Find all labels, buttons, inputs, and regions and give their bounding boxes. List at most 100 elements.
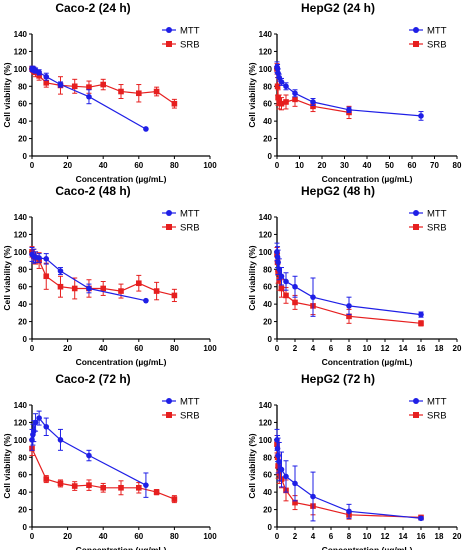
data-point: [153, 288, 160, 294]
x-tick-label: 30: [340, 161, 349, 170]
x-tick-label: 2: [293, 344, 298, 353]
x-tick-label: 80: [453, 161, 462, 170]
y-tick-label: 120: [259, 47, 273, 56]
data-point: [275, 94, 281, 101]
data-point: [100, 484, 106, 491]
legend-label: SRB: [427, 411, 447, 422]
data-point: [275, 259, 281, 266]
x-tick-label: 100: [203, 532, 217, 541]
x-tick-label: 0: [275, 532, 280, 541]
series-line: [31, 448, 175, 500]
data-point: [153, 88, 160, 95]
y-tick-label: 60: [18, 283, 27, 292]
y-axis-label: Cell viability (%): [247, 245, 257, 310]
x-tick-label: 14: [399, 532, 408, 541]
series-mtt: [274, 61, 424, 121]
x-tick-label: 16: [417, 532, 426, 541]
y-tick-label: 120: [14, 418, 28, 427]
data-point: [418, 515, 424, 522]
y-tick-label: 0: [23, 152, 28, 161]
chart-title: Caco-2 (72 h): [55, 372, 130, 386]
legend-label: MTT: [427, 397, 447, 408]
legend-marker: [413, 210, 419, 216]
y-tick-label: 0: [268, 523, 273, 532]
data-point: [36, 73, 42, 79]
x-tick-label: 0: [30, 344, 35, 353]
y-tick-label: 120: [14, 47, 28, 56]
data-point: [100, 285, 106, 292]
data-point: [418, 311, 424, 318]
chart-title: Caco-2 (48 h): [55, 184, 130, 198]
data-point: [71, 83, 78, 90]
data-point: [143, 297, 149, 304]
data-point: [278, 466, 285, 473]
x-tick-label: 8: [347, 344, 352, 353]
data-point: [32, 419, 39, 426]
x-tick-label: 18: [435, 532, 444, 541]
x-tick-label: 80: [170, 161, 179, 170]
y-tick-label: 40: [18, 117, 27, 126]
y-tick-label: 60: [263, 471, 272, 480]
y-tick-label: 140: [14, 401, 28, 410]
x-tick-label: 8: [347, 532, 352, 541]
legend-label: MTT: [180, 397, 200, 408]
data-point: [283, 83, 289, 90]
y-tick-label: 20: [263, 506, 272, 515]
legend-label: MTT: [180, 209, 200, 220]
legend-marker: [413, 412, 419, 418]
y-tick-label: 40: [263, 488, 272, 497]
legend-marker: [166, 398, 172, 404]
series-srb: [274, 63, 352, 120]
data-point: [346, 303, 352, 309]
data-point: [292, 499, 298, 506]
y-tick-label: 60: [18, 100, 27, 109]
data-point: [418, 113, 424, 119]
y-tick-label: 120: [14, 230, 28, 239]
y-tick-label: 0: [23, 523, 28, 532]
data-point: [136, 90, 142, 97]
chart-title: Caco-2 (24 h): [55, 1, 130, 15]
x-tick-label: 12: [381, 532, 390, 541]
series-mtt: [29, 410, 149, 498]
chart-title: HepG2 (48 h): [301, 184, 375, 198]
y-tick-label: 20: [18, 318, 27, 327]
x-tick-label: 16: [417, 344, 426, 353]
y-tick-label: 100: [14, 436, 28, 445]
x-tick-label: 0: [275, 161, 280, 170]
y-tick-label: 60: [263, 283, 272, 292]
legend-label: SRB: [180, 40, 200, 51]
legend-label: SRB: [427, 223, 447, 234]
x-tick-label: 18: [435, 344, 444, 353]
data-point: [118, 288, 124, 294]
y-tick-label: 80: [18, 265, 27, 274]
data-point: [86, 285, 92, 292]
data-point: [86, 452, 92, 459]
data-point: [310, 294, 316, 300]
y-tick-label: 80: [263, 265, 272, 274]
y-tick-label: 20: [263, 318, 272, 327]
chart-panel-1: Caco-2 (24 h) 0 20 40 60 80 100 120 140 0 20 40 60 80…: [2, 1, 217, 184]
x-tick-label: 12: [381, 344, 390, 353]
data-point: [136, 280, 142, 287]
data-point: [86, 482, 92, 488]
data-point: [278, 285, 285, 292]
y-tick-label: 100: [14, 248, 28, 257]
data-point: [118, 88, 124, 95]
legend-label: MTT: [180, 26, 200, 37]
data-point: [283, 473, 289, 480]
x-tick-label: 20: [453, 344, 462, 353]
data-point: [276, 74, 283, 81]
y-axis-label: Cell viability (%): [247, 62, 257, 127]
y-tick-label: 20: [18, 506, 27, 515]
data-point: [118, 484, 124, 491]
data-point: [171, 100, 178, 107]
series-srb: [29, 441, 178, 504]
y-axis-label: Cell viability (%): [2, 62, 12, 127]
data-point: [283, 292, 289, 299]
data-point: [292, 480, 298, 487]
y-tick-label: 80: [263, 82, 272, 91]
x-tick-label: 20: [63, 344, 72, 353]
legend-marker: [166, 224, 172, 230]
data-point: [292, 299, 298, 306]
x-tick-label: 60: [134, 532, 143, 541]
